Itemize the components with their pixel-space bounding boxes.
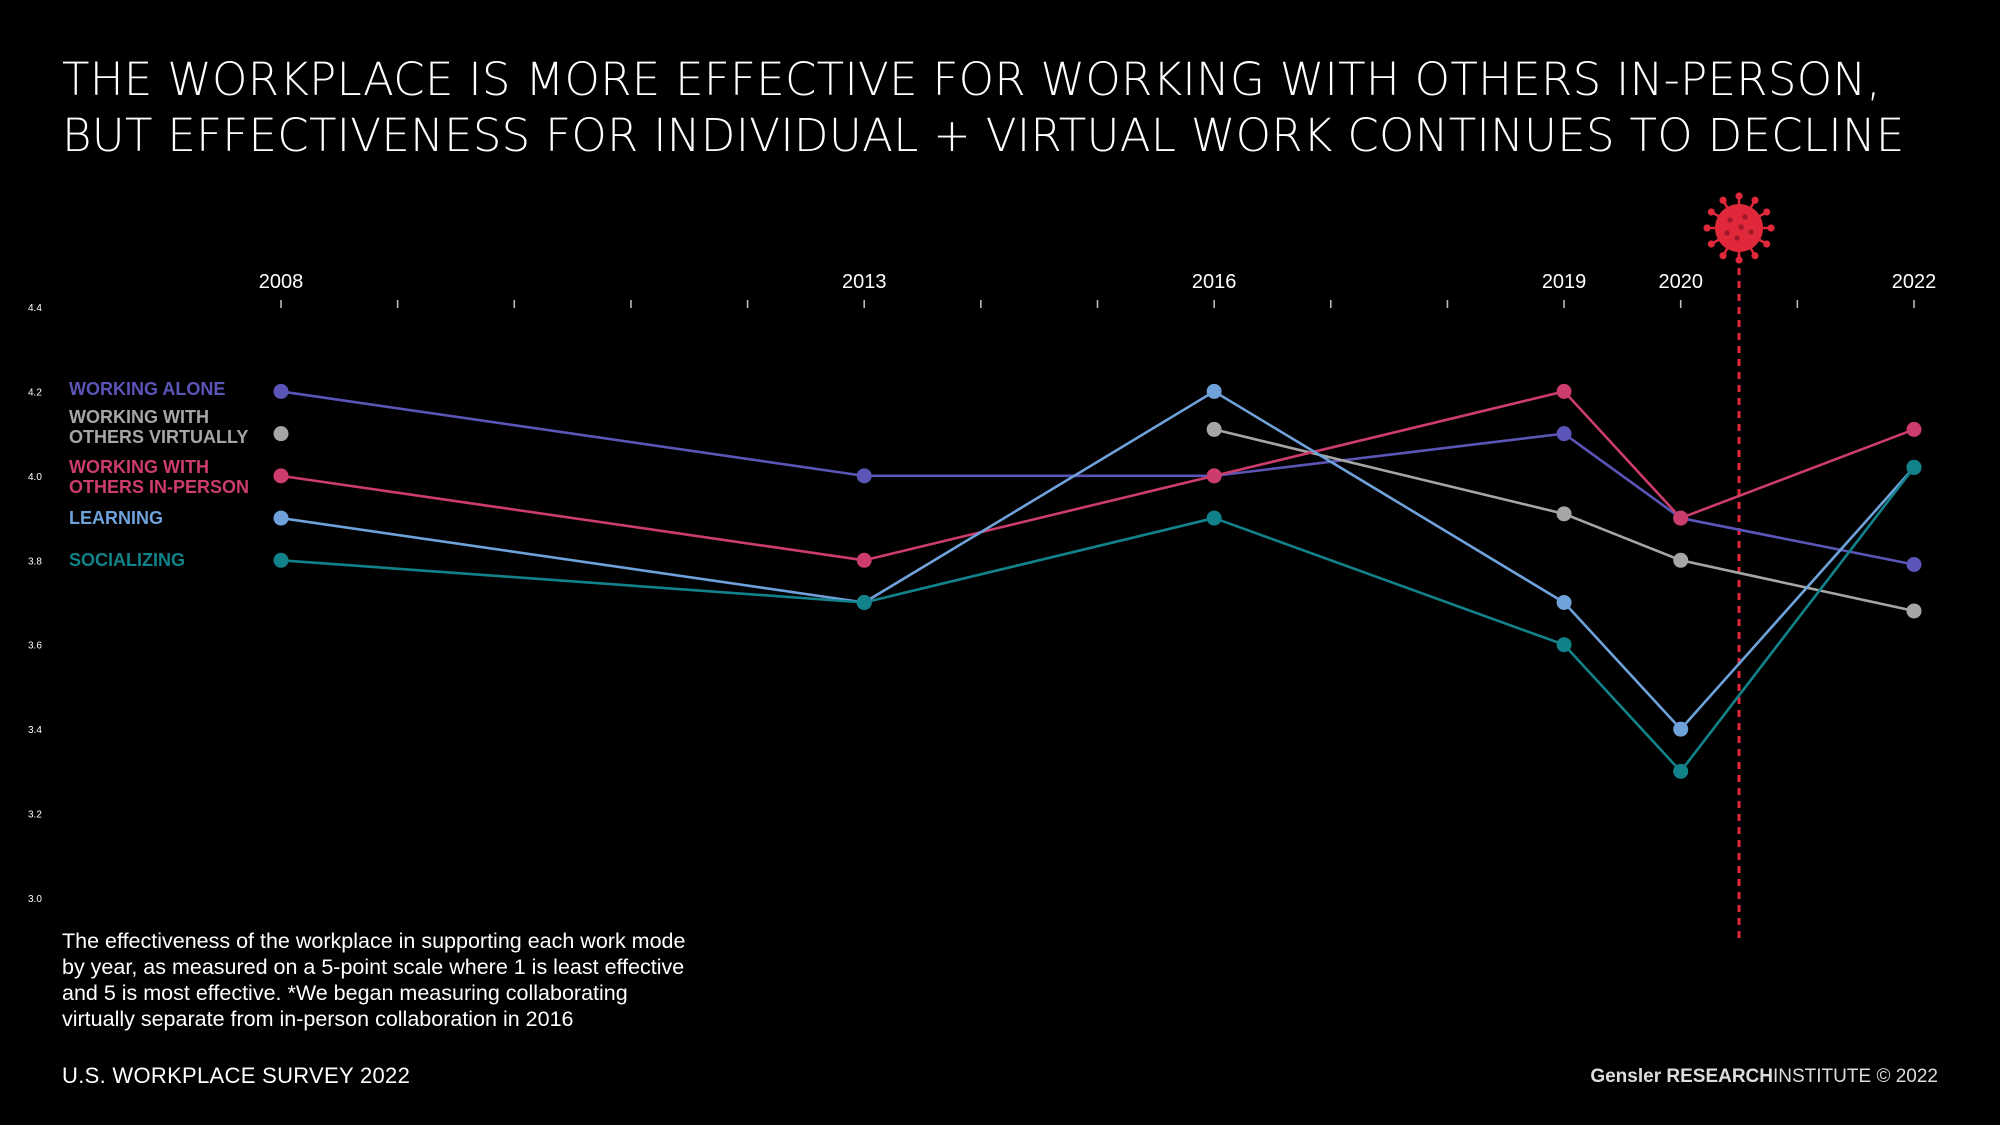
note-line-2: by year, as measured on a 5-point scale … [62, 955, 685, 979]
virus-spot [1727, 217, 1733, 223]
data-point-working-with-others-in-person-2008 [273, 468, 289, 484]
title-line-2: BUT EFFECTIVENESS FOR INDIVIDUAL + VIRTU… [62, 109, 1905, 162]
credit-logo: Gensler RESEARCHINSTITUTE © 2022 [1590, 1066, 1938, 1088]
virus-spike-tip [1703, 224, 1711, 232]
data-point-working-with-others-in-person-2019 [1556, 383, 1572, 399]
brand-institute: INSTITUTE [1773, 1066, 1872, 1087]
virus-spot [1742, 214, 1748, 220]
data-point-working-alone-2008 [273, 383, 289, 399]
legend-label-working-with-others-virtually: OTHERS VIRTUALLY [69, 427, 248, 447]
virus-spike-tip [1735, 192, 1743, 200]
data-point-working-with-others-virtually-2020 [1673, 552, 1689, 568]
chart-title: THE WORKPLACE IS MORE EFFECTIVE FOR WORK… [62, 52, 1962, 164]
data-point-working-with-others-in-person-2013 [856, 552, 872, 568]
data-point-working-with-others-virtually-2022 [1906, 603, 1922, 619]
y-tick-label-2: 3.4 [28, 725, 42, 736]
virus-spike-tip [1767, 224, 1775, 232]
x-tick-label-2: 2016 [1192, 271, 1237, 293]
virus-spot [1748, 229, 1754, 235]
x-tick-label-4: 2020 [1658, 271, 1703, 293]
legend-label-learning: LEARNING [69, 508, 163, 528]
virus-spot [1724, 230, 1730, 236]
data-point-working-alone-2013 [856, 468, 872, 484]
data-point-socializing-2020 [1673, 763, 1689, 779]
virus-spike-tip [1707, 208, 1715, 216]
y-tick-label-5: 4.0 [28, 472, 42, 483]
virus-spot [1734, 235, 1740, 241]
title-line-1: THE WORKPLACE IS MORE EFFECTIVE FOR WORK… [62, 53, 1882, 106]
virus-spike-tip [1719, 252, 1727, 260]
data-point-working-with-others-in-person-2016 [1206, 468, 1222, 484]
data-point-socializing-2016 [1206, 510, 1222, 526]
legend-label-working-alone: WORKING ALONE [69, 379, 225, 399]
x-tick-label-1: 2013 [842, 271, 887, 293]
brand-research: RESEARCH [1666, 1066, 1773, 1087]
series-line-working-with-others-virtually [1213, 428, 1915, 613]
series-line-working-with-others-in-person [280, 390, 1915, 562]
data-point-working-alone-2019 [1556, 426, 1572, 442]
virus-spike-tip [1707, 240, 1715, 248]
y-tick-label-0: 3.0 [28, 894, 42, 905]
data-point-learning-2020 [1673, 721, 1689, 737]
brand-name: Gensler [1590, 1066, 1662, 1087]
survey-source: U.S. WORKPLACE SURVEY 2022 [62, 1063, 411, 1088]
chart-note: The effectiveness of the workplace in su… [62, 928, 762, 1032]
virus-spot [1738, 224, 1744, 230]
legend-dot-working-with-others-virtually [273, 426, 289, 442]
virus-icon [1703, 192, 1775, 264]
data-point-socializing-2019 [1556, 637, 1572, 653]
legend-label-working-with-others-virtually: WORKING WITH [69, 407, 209, 427]
virus-spike-tip [1751, 252, 1759, 260]
data-point-working-alone-2022 [1906, 557, 1922, 573]
y-tick-label-3: 3.6 [28, 641, 42, 652]
note-line-3: and 5 is most effective. *We began measu… [62, 981, 628, 1005]
series-line-socializing [280, 466, 1916, 773]
series-line-working-alone [280, 390, 1915, 566]
virus-spike-tip [1751, 196, 1759, 204]
legend-label-working-with-others-in-person: OTHERS IN-PERSON [69, 477, 249, 497]
data-point-working-with-others-in-person-2022 [1906, 421, 1922, 437]
y-tick-label-1: 3.2 [28, 810, 42, 821]
note-line-4: virtually separate from in-person collab… [62, 1007, 574, 1031]
series-line-learning [280, 390, 1915, 731]
data-point-learning-2016 [1206, 383, 1222, 399]
y-tick-label-6: 4.2 [28, 387, 42, 398]
x-tick-label-5: 2022 [1892, 271, 1937, 293]
data-point-socializing-2022 [1906, 459, 1922, 475]
data-point-learning-2019 [1556, 595, 1572, 610]
data-point-working-with-others-virtually-2016 [1206, 421, 1222, 437]
x-tick-label-0: 2008 [259, 271, 304, 293]
virus-spike-tip [1763, 208, 1771, 216]
virus-spike-tip [1763, 240, 1771, 248]
virus-spike-tip [1735, 256, 1743, 264]
y-tick-label-7: 4.4 [28, 303, 42, 314]
data-point-learning-2008 [273, 510, 289, 526]
legend-label-socializing: SOCIALIZING [69, 550, 185, 570]
data-point-working-with-others-in-person-2020 [1673, 510, 1689, 526]
data-point-socializing-2008 [273, 552, 289, 568]
virus-spike-tip [1719, 196, 1727, 204]
note-line-1: The effectiveness of the workplace in su… [62, 929, 686, 953]
y-tick-label-4: 3.8 [28, 556, 42, 567]
legend-label-working-with-others-in-person: WORKING WITH [69, 457, 209, 477]
data-point-working-with-others-virtually-2019 [1556, 506, 1572, 522]
data-point-socializing-2013 [856, 595, 872, 610]
x-tick-label-3: 2019 [1542, 271, 1587, 293]
copyright: © 2022 [1876, 1066, 1938, 1087]
